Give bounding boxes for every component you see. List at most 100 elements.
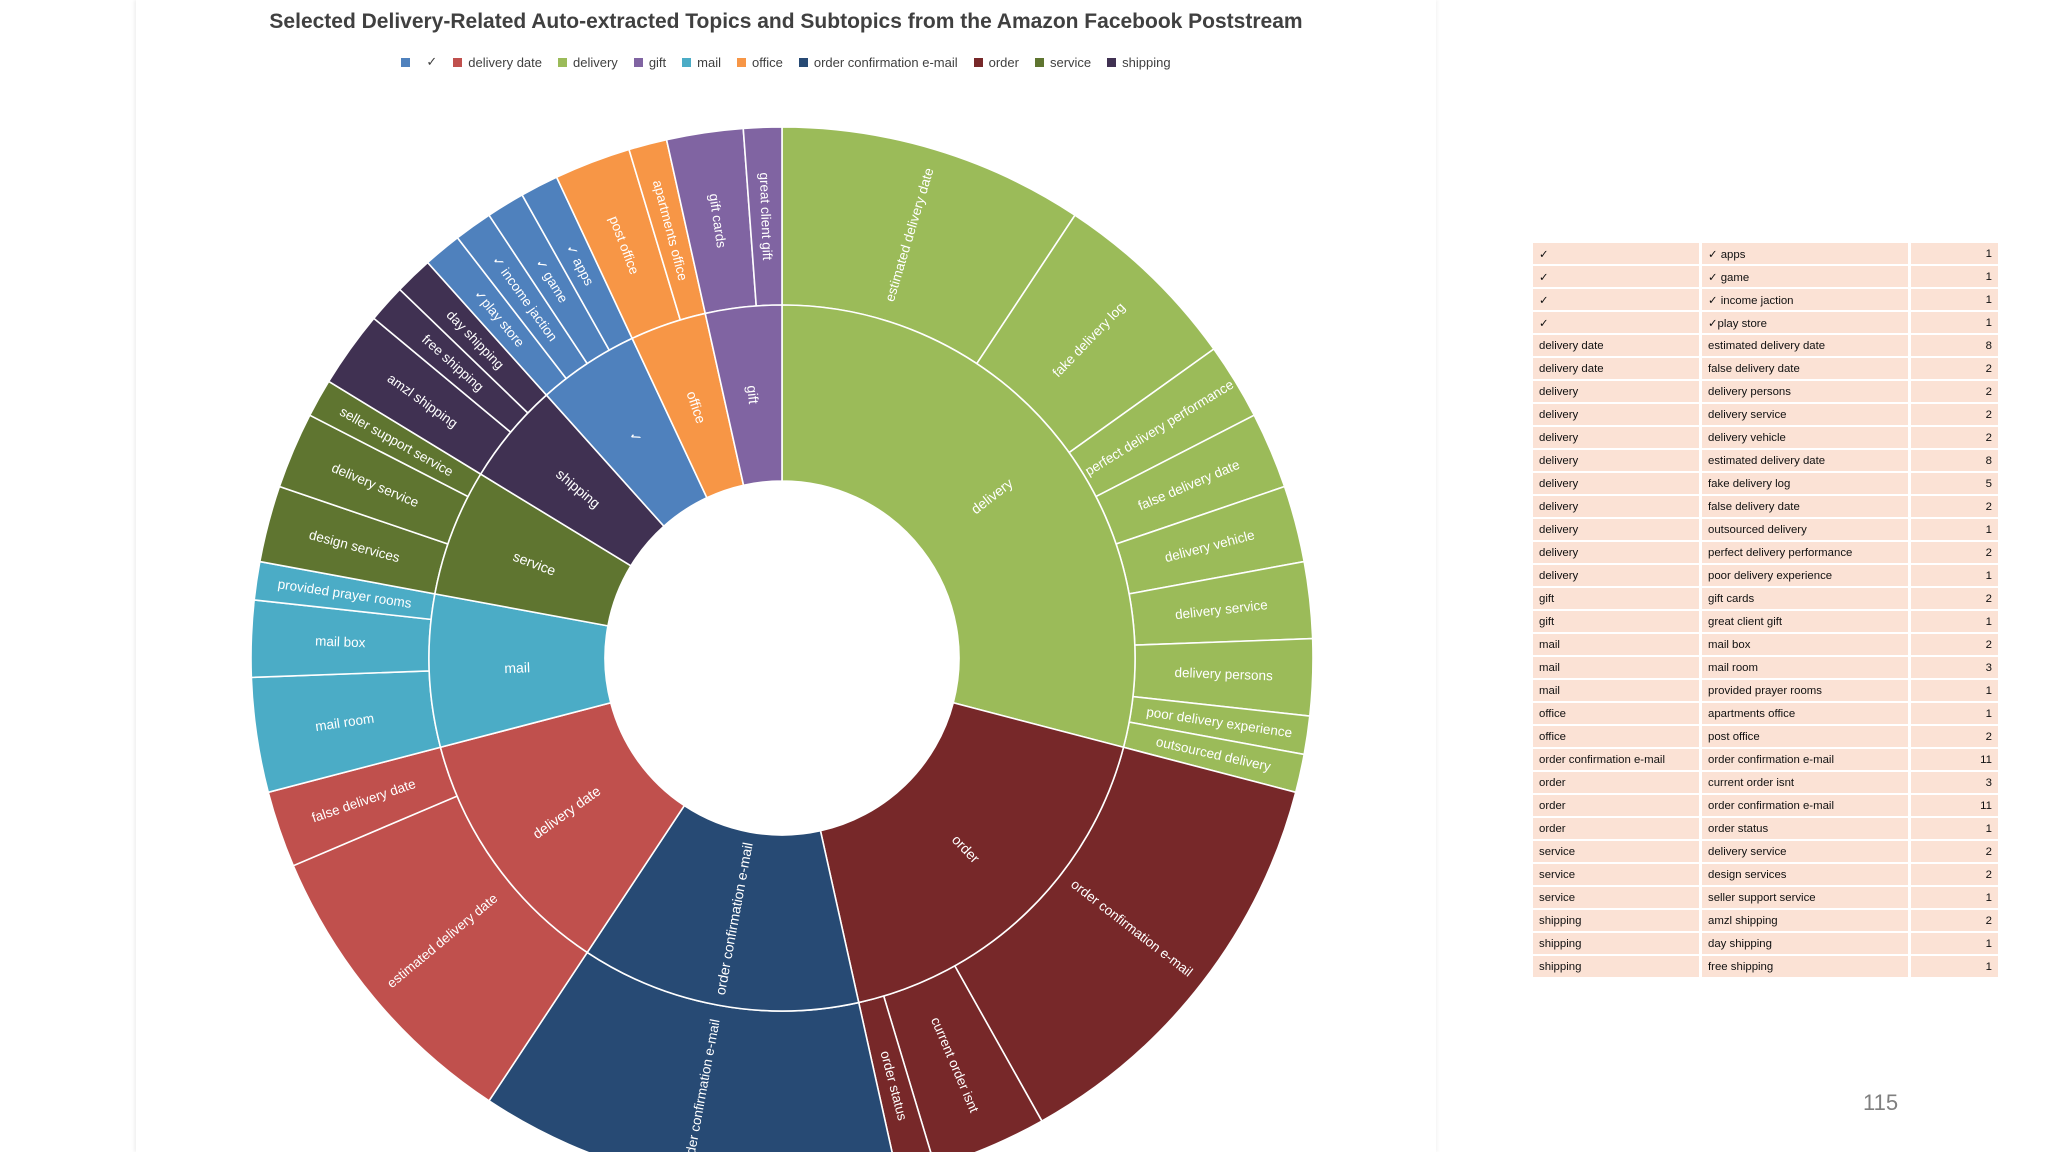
legend-swatch xyxy=(401,57,411,67)
table-topic-cell: shipping xyxy=(1533,933,1702,956)
label-mail: mail xyxy=(504,659,530,676)
table-count-cell: 1 xyxy=(1911,289,2001,312)
table-topic-cell: service xyxy=(1533,887,1702,910)
table-topic-cell: shipping xyxy=(1533,910,1702,933)
table-topic-cell: delivery xyxy=(1533,519,1702,542)
table-count-cell: 8 xyxy=(1911,450,2001,473)
legend-swatch xyxy=(798,57,808,67)
table-topic-cell: delivery date xyxy=(1533,358,1702,381)
legend-item-gift: gift xyxy=(633,55,666,70)
legend-swatch xyxy=(558,57,568,67)
table-topic-cell: ✓ xyxy=(1533,243,1702,266)
table-subtopic-cell: post office xyxy=(1702,726,1911,749)
table-subtopic-cell: order confirmation e-mail xyxy=(1702,749,1911,772)
table-row: mail mail box 2 xyxy=(1533,634,2001,657)
legend-swatch xyxy=(973,57,983,67)
table-subtopic-cell: gift cards xyxy=(1702,588,1911,611)
table-subtopic-cell: false delivery date xyxy=(1702,496,1911,519)
legend-swatch xyxy=(633,57,643,67)
table-topic-cell: ✓ xyxy=(1533,289,1702,312)
legend-label: order confirmation e-mail xyxy=(813,54,958,70)
table-topic-cell: order confirmation e-mail xyxy=(1533,749,1702,772)
legend-item-order: order xyxy=(973,55,1019,70)
legend-item-delivery-date: delivery date xyxy=(453,55,542,70)
table-count-cell: 2 xyxy=(1911,910,2001,933)
table-subtopic-cell: estimated delivery date xyxy=(1702,450,1911,473)
table-count-cell: 11 xyxy=(1911,749,2001,772)
table-subtopic-cell: ✓ income jaction xyxy=(1702,289,1911,312)
table-topic-cell: mail xyxy=(1533,657,1702,680)
table-row: delivery date false delivery date 2 xyxy=(1533,358,2001,381)
table-count-cell: 1 xyxy=(1911,312,2001,335)
table-count-cell: 2 xyxy=(1911,427,2001,450)
page-number: 115 xyxy=(1863,1090,1899,1115)
legend-item-shipping: shipping xyxy=(1107,55,1171,70)
table-subtopic-cell: free shipping xyxy=(1702,956,1911,979)
table-topic-cell: service xyxy=(1533,841,1702,864)
table-topic-cell: delivery xyxy=(1533,450,1702,473)
table-row: delivery date estimated delivery date 8 xyxy=(1533,335,2001,358)
legend-item-office: office xyxy=(737,55,783,70)
table-count-cell: 2 xyxy=(1911,496,2001,519)
table-subtopic-cell: outsourced delivery xyxy=(1702,519,1911,542)
table-subtopic-cell: day shipping xyxy=(1702,933,1911,956)
table-row: service delivery service 2 xyxy=(1533,841,2001,864)
table-subtopic-cell: apartments office xyxy=(1702,703,1911,726)
table-topic-cell: delivery xyxy=(1533,404,1702,427)
table-count-cell: 2 xyxy=(1911,841,2001,864)
table-topic-cell: delivery xyxy=(1533,542,1702,565)
table-row: order confirmation e-mail order confirmat… xyxy=(1533,749,2001,772)
legend-label: service xyxy=(1049,54,1092,70)
legend-swatch xyxy=(453,57,463,67)
table-row: delivery delivery service 2 xyxy=(1533,404,2001,427)
table-topic-cell: office xyxy=(1533,726,1702,749)
legend-label: office xyxy=(752,54,783,70)
table-subtopic-cell: current order isnt xyxy=(1702,772,1911,795)
table-topic-cell: office xyxy=(1533,703,1702,726)
table-row: order order status 1 xyxy=(1533,818,2001,841)
table-row: ✓ ✓ apps 1 xyxy=(1533,243,2001,266)
legend-swatch xyxy=(1107,57,1117,67)
segment-delivery-date xyxy=(439,701,686,954)
table-count-cell: 1 xyxy=(1911,565,2001,588)
chart-title: Selected Delivery-Related Auto-extracted… xyxy=(269,10,1303,33)
table-count-cell: 1 xyxy=(1911,956,2001,979)
table-count-cell: 1 xyxy=(1911,818,2001,841)
table-subtopic-cell: ✓play store xyxy=(1702,312,1911,335)
table-topic-cell: order xyxy=(1533,818,1702,841)
legend-swatch xyxy=(737,57,746,67)
table-count-cell: 11 xyxy=(1911,795,2001,818)
table-row: order current order isnt 3 xyxy=(1533,772,2001,795)
legend-item-check: ✓ xyxy=(426,54,437,70)
table-subtopic-cell: perfect delivery performance xyxy=(1702,542,1911,565)
table-row: mail provided prayer rooms 1 xyxy=(1533,680,2001,703)
chart-panel: Selected Delivery-Related Auto-extracted… xyxy=(136,0,1436,1152)
label-delivery-persons: delivery persons xyxy=(1174,665,1273,684)
table-subtopic-cell: estimated delivery date xyxy=(1702,335,1911,358)
table-row: shipping free shipping 1 xyxy=(1533,956,2001,979)
table-count-cell: 2 xyxy=(1911,588,2001,611)
table-row: delivery delivery persons 2 xyxy=(1533,381,2001,404)
table-count-cell: 1 xyxy=(1911,680,2001,703)
table-row: gift great client gift 1 xyxy=(1533,611,2001,634)
table-topic-cell: ✓ xyxy=(1533,312,1702,335)
legend-label: mail xyxy=(697,54,721,70)
legend-item-order-confirmation-e-mail: order confirmation e-mail xyxy=(798,54,958,70)
legend-item-mail: mail xyxy=(682,55,721,70)
table-count-cell: 2 xyxy=(1911,358,2001,381)
table-subtopic-cell: delivery vehicle xyxy=(1702,427,1911,450)
table-topic-cell: service xyxy=(1533,864,1702,887)
table-subtopic-cell: design services xyxy=(1702,864,1911,887)
table-count-cell: 2 xyxy=(1911,404,2001,427)
table-subtopic-cell: delivery persons xyxy=(1702,381,1911,404)
legend-label: ✓ xyxy=(426,54,438,69)
table-subtopic-cell: fake delivery log xyxy=(1702,473,1911,496)
table-row: delivery perfect delivery performance 2 xyxy=(1533,542,2001,565)
table-topic-cell: order xyxy=(1533,795,1702,818)
table-subtopic-cell: mail room xyxy=(1702,657,1911,680)
table-topic-cell: ✓ xyxy=(1533,266,1702,289)
table-count-cell: 2 xyxy=(1911,726,2001,749)
segment-order-confirmation-e-mail xyxy=(586,804,860,1012)
chart-legend: ✓ delivery date delivery gift mail office orde… xyxy=(136,54,1436,70)
